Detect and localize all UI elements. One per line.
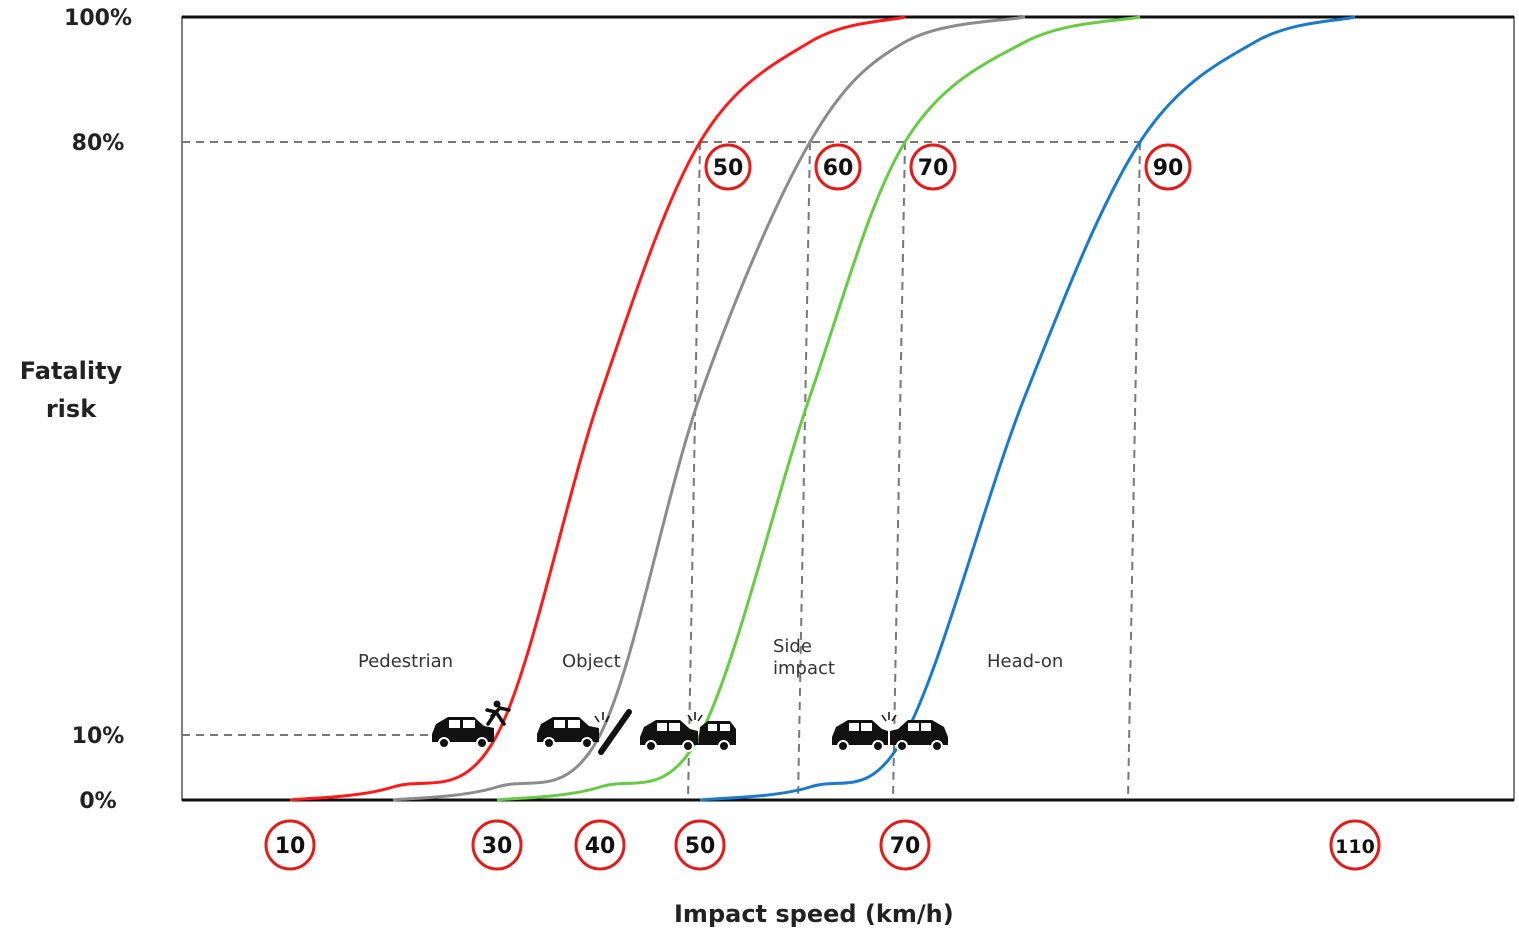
y-tick-labels: 0% 10% 80% 100% [64, 6, 132, 814]
reference-lines [182, 141, 1141, 801]
speed-limit-value: 70 [918, 156, 949, 181]
speed-limit-sign: 50 [704, 143, 752, 191]
curve-side-impact [496, 15, 1141, 802]
x-speed-signs: 10 30 40 50 70 110 [264, 819, 1381, 871]
speed-limit-value: 60 [823, 156, 854, 181]
series-label-side-impact: Side impact [773, 636, 835, 680]
speed-limit-value: 70 [890, 834, 921, 859]
plot-area [181, 16, 1515, 801]
y-axis-title: Fatality risk [8, 352, 134, 428]
ref-line-80-vertical [892, 141, 906, 801]
speed-limit-sign: 70 [909, 143, 957, 191]
speed-limit-sign: 30 [471, 819, 523, 871]
series-label-head-on: Head-on [987, 651, 1064, 672]
x-axis-title: Impact speed (km/h) [674, 900, 954, 928]
y-axis-title-line2: risk [45, 395, 97, 423]
speed-limit-value: 10 [275, 834, 306, 859]
car-object-icon [537, 709, 632, 755]
speed-limit-sign: 70 [879, 819, 931, 871]
car-head-on-icon [832, 712, 948, 752]
ref-line-80-vertical [1127, 141, 1141, 801]
series-label-object: Object [562, 651, 621, 672]
y-tick-label: 80% [72, 131, 125, 156]
speed-limit-sign: 40 [574, 819, 626, 871]
series-label-pedestrian: Pedestrian [358, 651, 454, 672]
reference-speed-signs: 50 60 70 90 [704, 143, 1192, 191]
speed-limit-sign: 110 [1329, 819, 1381, 871]
car-pedestrian-icon [432, 700, 511, 749]
y-axis-title-line1: Fatality [19, 357, 123, 385]
speed-limit-sign: 50 [674, 819, 726, 871]
y-tick-label: 0% [79, 789, 116, 814]
ref-line-80-vertical [797, 141, 811, 801]
curve-head-on [699, 15, 1356, 802]
speed-limit-value: 40 [585, 834, 616, 859]
speed-limit-sign: 10 [264, 819, 316, 871]
speed-limit-value: 30 [482, 834, 513, 859]
series-label-side-line1: Side [773, 636, 812, 657]
risk-curves [289, 15, 1356, 802]
curve-object [392, 15, 1026, 802]
ref-line-80-vertical [687, 141, 701, 801]
y-tick-label: 100% [64, 6, 132, 31]
y-tick-label: 10% [72, 724, 125, 749]
car-side-impact-icon [640, 712, 736, 752]
speed-limit-value: 90 [1153, 156, 1184, 181]
speed-limit-sign: 90 [1144, 143, 1192, 191]
series-label-side-line2: impact [773, 658, 835, 679]
speed-limit-value: 50 [685, 834, 716, 859]
speed-limit-value: 110 [1335, 836, 1375, 858]
speed-limit-sign: 60 [814, 143, 862, 191]
speed-limit-value: 50 [713, 156, 744, 181]
curve-pedestrian [289, 15, 906, 802]
